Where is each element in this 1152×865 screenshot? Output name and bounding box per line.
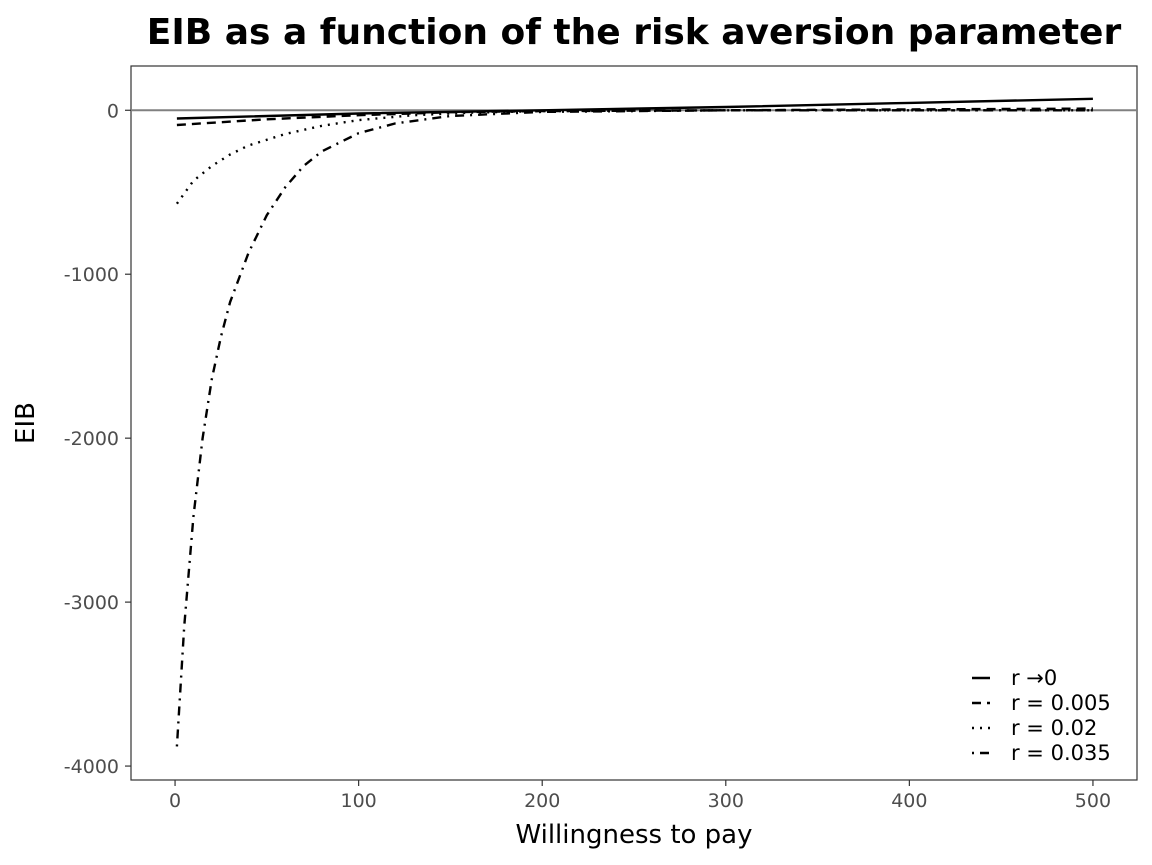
series-line-3 xyxy=(175,109,1093,205)
series-line-4 xyxy=(175,109,1093,747)
series-line-1 xyxy=(176,97,1093,120)
x-tick-label: 200 xyxy=(524,790,560,812)
legend-label: r = 0.02 xyxy=(1011,716,1097,740)
axis-ticks: 0 100 200 300 400 500 0 -1000 -2000 -3000 -4000 xyxy=(64,100,1111,812)
y-tick-label: 0 xyxy=(107,100,119,122)
legend-label: r →0 xyxy=(1011,666,1057,690)
x-tick-label: 300 xyxy=(708,790,744,812)
y-tick-label: -4000 xyxy=(64,756,119,778)
x-tick-label: 100 xyxy=(341,790,377,812)
legend-label: r = 0.035 xyxy=(1011,741,1111,765)
x-axis-title: Willingness to pay xyxy=(515,820,752,850)
y-tick-label: -1000 xyxy=(64,264,119,286)
x-tick-label: 500 xyxy=(1075,790,1111,812)
chart-title: EIB as a function of the risk aversion p… xyxy=(147,12,1122,53)
y-axis-title: EIB xyxy=(11,402,41,444)
plot-panel xyxy=(130,65,1138,781)
x-tick-label: 400 xyxy=(891,790,927,812)
y-tick-label: -2000 xyxy=(64,428,119,450)
legend-label: r = 0.005 xyxy=(1011,691,1111,715)
series-layer xyxy=(175,97,1093,747)
x-tick-label: 0 xyxy=(169,790,181,812)
y-tick-label: -3000 xyxy=(64,592,119,614)
